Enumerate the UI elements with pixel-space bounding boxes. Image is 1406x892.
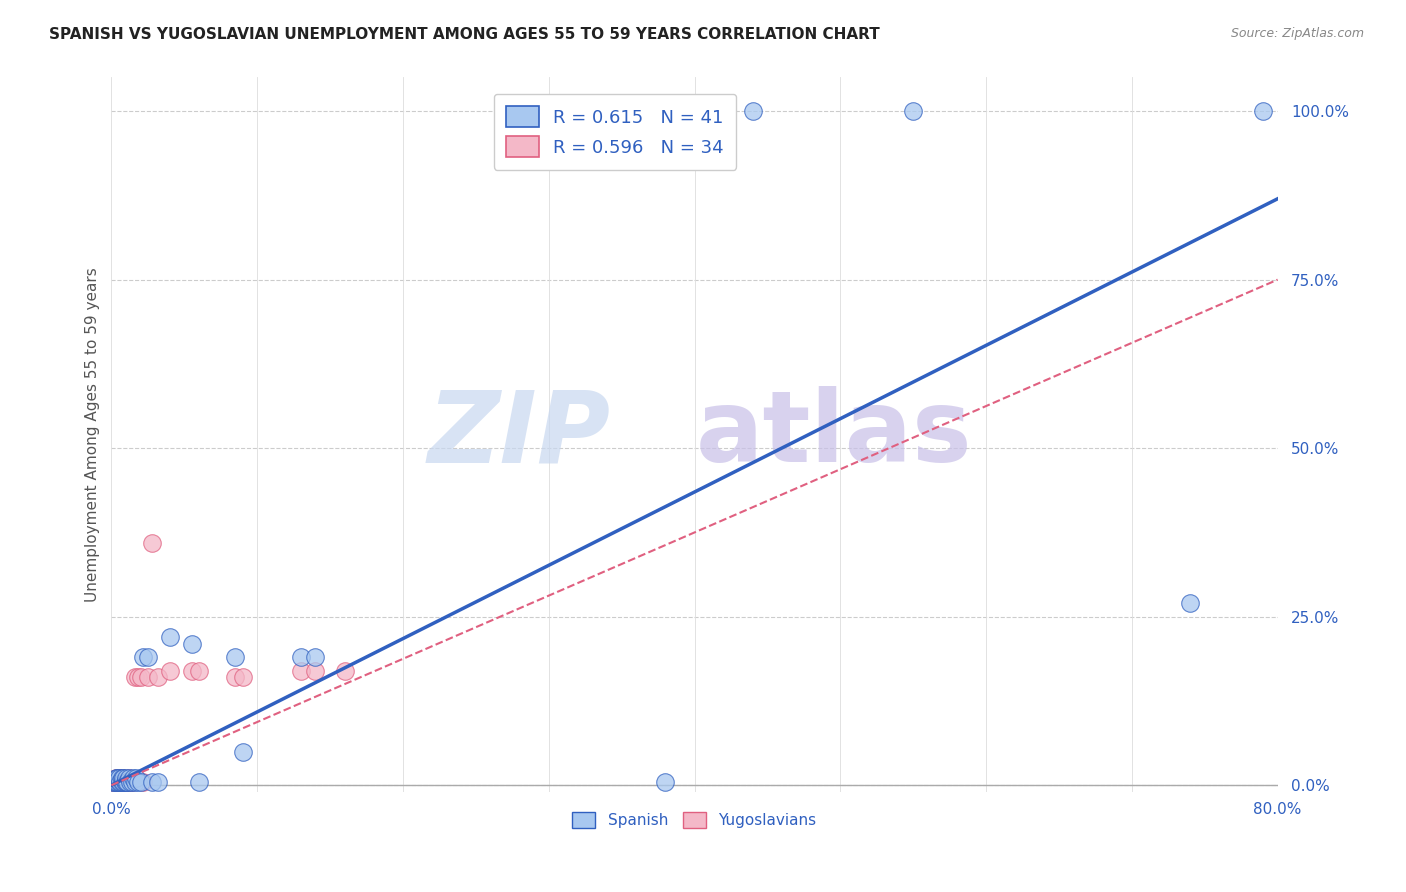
Point [146,670,169,684]
Point [112,775,135,789]
Point [120,775,142,789]
Point [141,535,163,549]
Point [232,745,254,759]
Point [105,772,128,786]
Point [127,670,149,684]
Point [108,775,131,789]
Point [132,650,155,665]
Legend: Spanish, Yugoslavians: Spanish, Yugoslavians [567,806,823,834]
Point [124,670,146,684]
Point [107,775,129,789]
Point [159,630,181,644]
Point [118,772,141,786]
Point [104,772,127,786]
Point [159,664,181,678]
Point [1251,104,1274,119]
Point [105,772,128,786]
Y-axis label: Unemployment Among Ages 55 to 59 years: Unemployment Among Ages 55 to 59 years [86,268,100,602]
Point [180,637,202,651]
Point [107,772,129,786]
Point [112,772,135,786]
Point [146,775,169,789]
Point [180,664,202,678]
Point [224,650,246,665]
Point [108,775,131,789]
Point [141,775,163,789]
Point [105,775,128,789]
Point [103,775,125,789]
Point [124,775,146,789]
Point [101,775,124,789]
Point [104,775,127,789]
Point [290,650,312,665]
Point [110,775,132,789]
Point [115,775,138,789]
Text: SPANISH VS YUGOSLAVIAN UNEMPLOYMENT AMONG AGES 55 TO 59 YEARS CORRELATION CHART: SPANISH VS YUGOSLAVIAN UNEMPLOYMENT AMON… [49,27,880,42]
Point [1178,596,1201,610]
Point [125,772,148,786]
Point [304,650,326,665]
Point [104,772,127,786]
Point [333,664,356,678]
Point [290,664,312,678]
Point [187,775,209,789]
Point [136,670,159,684]
Point [115,772,138,786]
Text: ZIP: ZIP [427,386,612,483]
Point [104,775,127,789]
Point [118,772,141,786]
Point [110,775,132,789]
Point [114,775,136,789]
Point [120,775,142,789]
Point [110,772,132,786]
Point [107,772,129,786]
Point [112,772,135,786]
Point [122,772,145,786]
Point [224,670,246,684]
Point [107,775,129,789]
Point [101,775,124,789]
Point [136,650,159,665]
Point [115,775,138,789]
Point [121,775,143,789]
Point [129,670,152,684]
Point [741,104,763,119]
Point [117,775,139,789]
Point [129,775,152,789]
Point [654,775,676,789]
Point [105,775,128,789]
Point [127,775,149,789]
Text: atlas: atlas [696,386,973,483]
Text: Source: ZipAtlas.com: Source: ZipAtlas.com [1230,27,1364,40]
Point [132,775,155,789]
Point [121,775,143,789]
Point [103,775,125,789]
Point [117,775,139,789]
Point [304,664,326,678]
Point [110,772,132,786]
Point [114,775,136,789]
Point [232,670,254,684]
Point [112,775,135,789]
Point [901,104,924,119]
Point [187,664,209,678]
